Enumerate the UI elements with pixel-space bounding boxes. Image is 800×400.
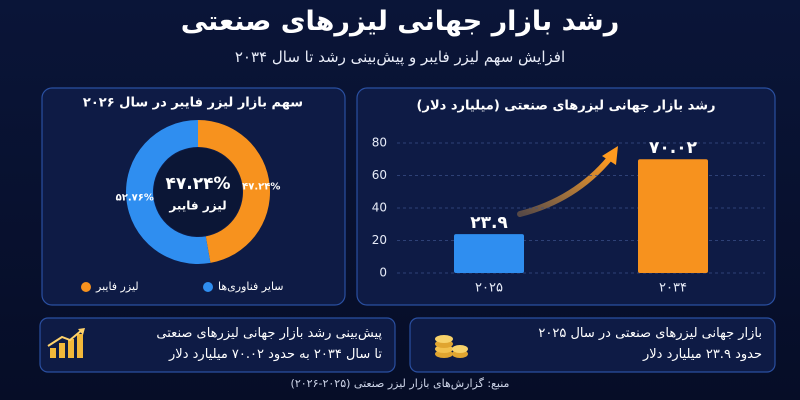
title: رشد بازار جهانی لیزرهای صنعتی [180,6,620,37]
y-tick-label: 60 [372,168,387,182]
growth-icon [47,328,85,358]
y-tick-label: 0 [379,266,387,280]
y-tick-label: 80 [372,136,387,150]
charts: رشد بازار جهانی لیزرهای صنعتی (میلیارد د… [81,96,765,296]
source: منبع: گزارش‌های بازار لیزر صنعتی (۲۰۲۵-۲… [290,377,510,390]
slice [126,120,211,264]
info-line: تا سال ۲۰۳۴ به حدود ۷۰.۰۲ میلیارد دلار [169,347,382,362]
slice-label: ۵۲.۷۶% [116,192,154,203]
chart-title: سهم بازار لیزر فایبر در سال ۲۰۲۶ [83,96,303,111]
legend-swatch [81,282,91,292]
bar [638,159,708,273]
center-label: لیزر فایبر [168,199,226,213]
legend-label: لیزر فایبر [95,280,139,293]
slice-label: ۴۷.۲۴% [242,182,280,193]
info-line: بازار جهانی لیزرهای صنعتی در سال ۲۰۲۵ [538,326,762,341]
y-tick-label: 20 [372,233,387,247]
subtitle: افزایش سهم لیزر فایبر و پیش‌بینی رشد تا … [234,48,566,66]
info-text: بازار جهانی لیزرهای صنعتی در سال ۲۰۲۵ حد… [538,323,762,365]
coins-icon [435,335,468,358]
x-tick-label: ۲۰۳۴ [659,281,687,296]
value-label: ۲۳.۹ [470,213,508,233]
bar [454,234,524,273]
info-line: پیش‌بینی رشد بازار جهانی لیزرهای صنعتی [156,326,382,341]
value-label: ۷۰.۰۲ [649,138,698,158]
legend-swatch [203,282,213,292]
donut-hole [154,148,242,236]
slice [198,120,271,263]
y-tick-label: 40 [372,201,387,215]
legend-label: سایر فناوری‌ها [218,280,284,293]
info-box [409,317,776,373]
x-tick-label: ۲۰۲۵ [475,281,503,296]
info-box [39,317,396,373]
trend-arrow [517,146,618,217]
center-value: ۴۷.۲۴% [166,174,231,194]
info-text: پیش‌بینی رشد بازار جهانی لیزرهای صنعتی ت… [156,323,382,365]
info-line: حدود ۲۳.۹ میلیارد دلار [642,347,762,362]
chart-title: رشد بازار جهانی لیزرهای صنعتی (میلیارد د… [417,99,716,114]
